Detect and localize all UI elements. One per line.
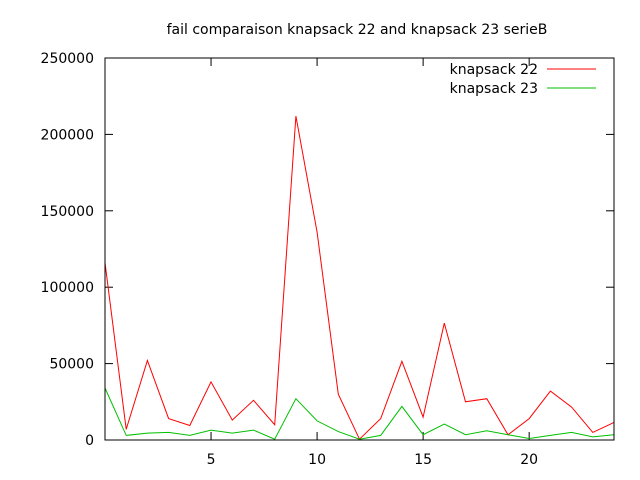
x-tick-label: 20 [520, 452, 538, 468]
y-tick-label: 50000 [49, 357, 94, 373]
chart-title: fail comparaison knapsack 22 and knapsac… [167, 22, 548, 38]
x-tick-label: 15 [414, 452, 432, 468]
series-line-knapsack-22 [104, 116, 615, 441]
x-axis: 5 10 15 20 [207, 58, 538, 468]
y-tick-label: 250000 [41, 51, 94, 67]
legend-label: knapsack 22 [450, 62, 538, 78]
plot-frame [104, 57, 615, 441]
series-line-knapsack-23 [104, 387, 615, 440]
y-tick-label: 100000 [41, 280, 94, 296]
series-lines [104, 116, 615, 441]
x-tick-label: 5 [207, 452, 216, 468]
y-tick-label: 150000 [41, 204, 94, 220]
legend: knapsack 22 knapsack 23 [450, 62, 596, 97]
y-tick-label: 200000 [41, 127, 94, 143]
x-tick-label: 10 [308, 452, 326, 468]
y-axis: 0 50000 100000 150000 200000 250000 [41, 51, 614, 449]
y-tick-label: 0 [85, 433, 94, 449]
legend-label: knapsack 23 [450, 81, 538, 97]
